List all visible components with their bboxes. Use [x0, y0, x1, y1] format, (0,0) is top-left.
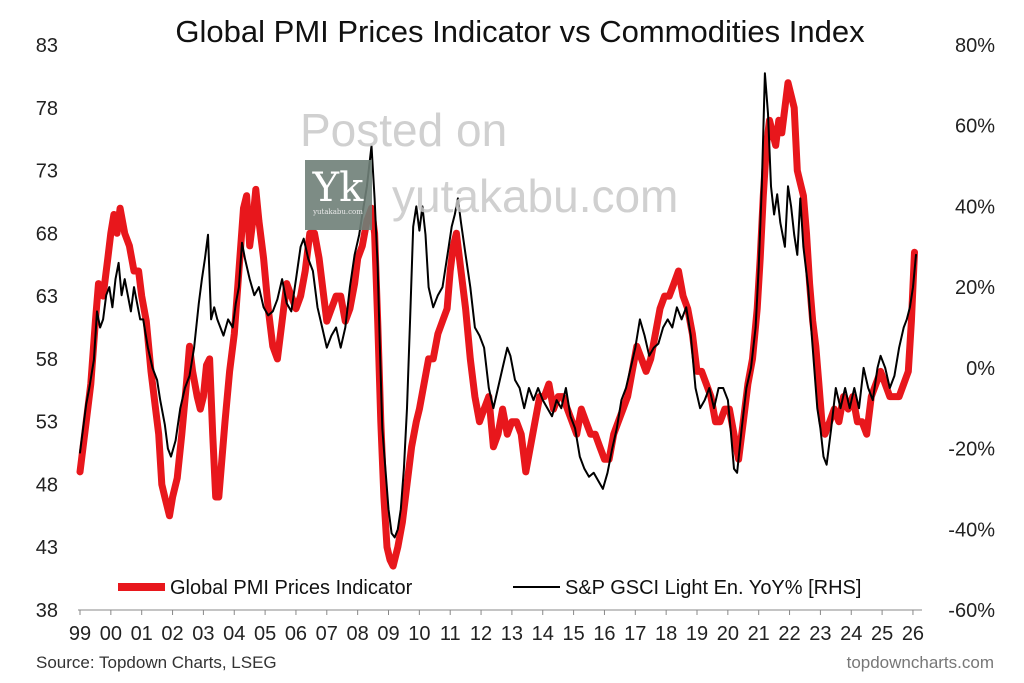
- x-tick-label: 02: [161, 623, 183, 645]
- x-tick-label: 18: [655, 623, 677, 645]
- x-tick-label: 19: [686, 623, 708, 645]
- x-tick-label: 20: [717, 623, 739, 645]
- y-left-tick-label: 38: [36, 600, 58, 622]
- y-left-tick-label: 43: [36, 537, 58, 559]
- x-tick-label: 22: [778, 623, 800, 645]
- watermark-logo-mark: Yk: [312, 165, 364, 211]
- x-tick-label: 03: [192, 623, 214, 645]
- y-right-tick-label: -60%: [948, 600, 995, 622]
- x-tick-label: 00: [100, 623, 122, 645]
- y-left-tick-label: 68: [36, 223, 58, 245]
- x-tick-label: 09: [377, 623, 399, 645]
- x-tick-label: 10: [408, 623, 430, 645]
- watermark-logo-caption: yutakabu.com: [312, 208, 363, 216]
- x-tick-label: 12: [470, 623, 492, 645]
- y-right-tick-label: 60%: [955, 116, 995, 138]
- y-right-tick-label: 40%: [955, 196, 995, 218]
- x-tick-label: 11: [440, 623, 461, 645]
- x-tick-label: 07: [316, 623, 338, 645]
- x-tick-label: 23: [809, 623, 831, 645]
- x-tick-label: 05: [254, 623, 276, 645]
- y-left-tick-label: 73: [36, 161, 58, 183]
- source-note: Source: Topdown Charts, LSEG: [36, 653, 277, 672]
- x-tick-label: 26: [902, 623, 924, 645]
- legend: Global PMI Prices Indicator S&P GSCI Lig…: [118, 577, 861, 599]
- x-tick-label: 99: [69, 623, 91, 645]
- y-axis-right: 80% 60% 40% 20% 0% -20% -40% -60%: [948, 35, 995, 622]
- credit-note: topdowncharts.com: [847, 653, 994, 672]
- series-line-gsci: [79, 72, 917, 539]
- legend-label-gsci: S&P GSCI Light En. YoY% [RHS]: [565, 577, 861, 599]
- y-left-tick-label: 63: [36, 286, 58, 308]
- x-axis: 99 00 01 02 03 04 05 06 07 08 09 10 11 12 13 14 15 16 17 18…: [69, 610, 924, 645]
- chart-title: Global PMI Prices Indicator vs Commoditi…: [175, 14, 865, 49]
- watermark-line2: yutakabu.com: [392, 170, 678, 222]
- plot-area: [76, 72, 918, 570]
- legend-label-pmi: Global PMI Prices Indicator: [170, 577, 413, 599]
- y-left-tick-label: 78: [36, 98, 58, 120]
- watermark-logo: [305, 160, 372, 230]
- y-right-tick-label: 20%: [955, 277, 995, 299]
- series-line-pmi: [76, 79, 918, 570]
- y-left-tick-label: 58: [36, 349, 58, 371]
- x-tick-label: 21: [748, 623, 770, 645]
- x-tick-label: 25: [871, 623, 893, 645]
- watermark-line1: Posted on: [300, 104, 507, 156]
- x-tick-label: 04: [223, 623, 245, 645]
- watermark: Posted on Yk yutakabu.com yutakabu.com: [300, 104, 678, 230]
- y-axis-left: 83 78 73 68 63 58 53 48 43 38: [36, 35, 58, 622]
- y-right-tick-label: 80%: [955, 35, 995, 57]
- y-right-tick-label: -40%: [948, 519, 995, 541]
- x-tick-label: 15: [562, 623, 584, 645]
- x-tick-label: 16: [593, 623, 615, 645]
- y-left-tick-label: 83: [36, 35, 58, 57]
- x-tick-label: 01: [131, 623, 153, 645]
- y-left-tick-label: 48: [36, 474, 58, 496]
- x-tick-label: 17: [624, 623, 646, 645]
- x-tick-label: 13: [501, 623, 523, 645]
- y-right-tick-label: -20%: [948, 439, 995, 461]
- x-tick-label: 06: [285, 623, 307, 645]
- x-tick-label: 08: [347, 623, 369, 645]
- x-tick-label: 24: [840, 623, 862, 645]
- y-left-tick-label: 53: [36, 412, 58, 434]
- x-tick-label: 14: [532, 623, 554, 645]
- y-right-tick-label: 0%: [966, 358, 995, 380]
